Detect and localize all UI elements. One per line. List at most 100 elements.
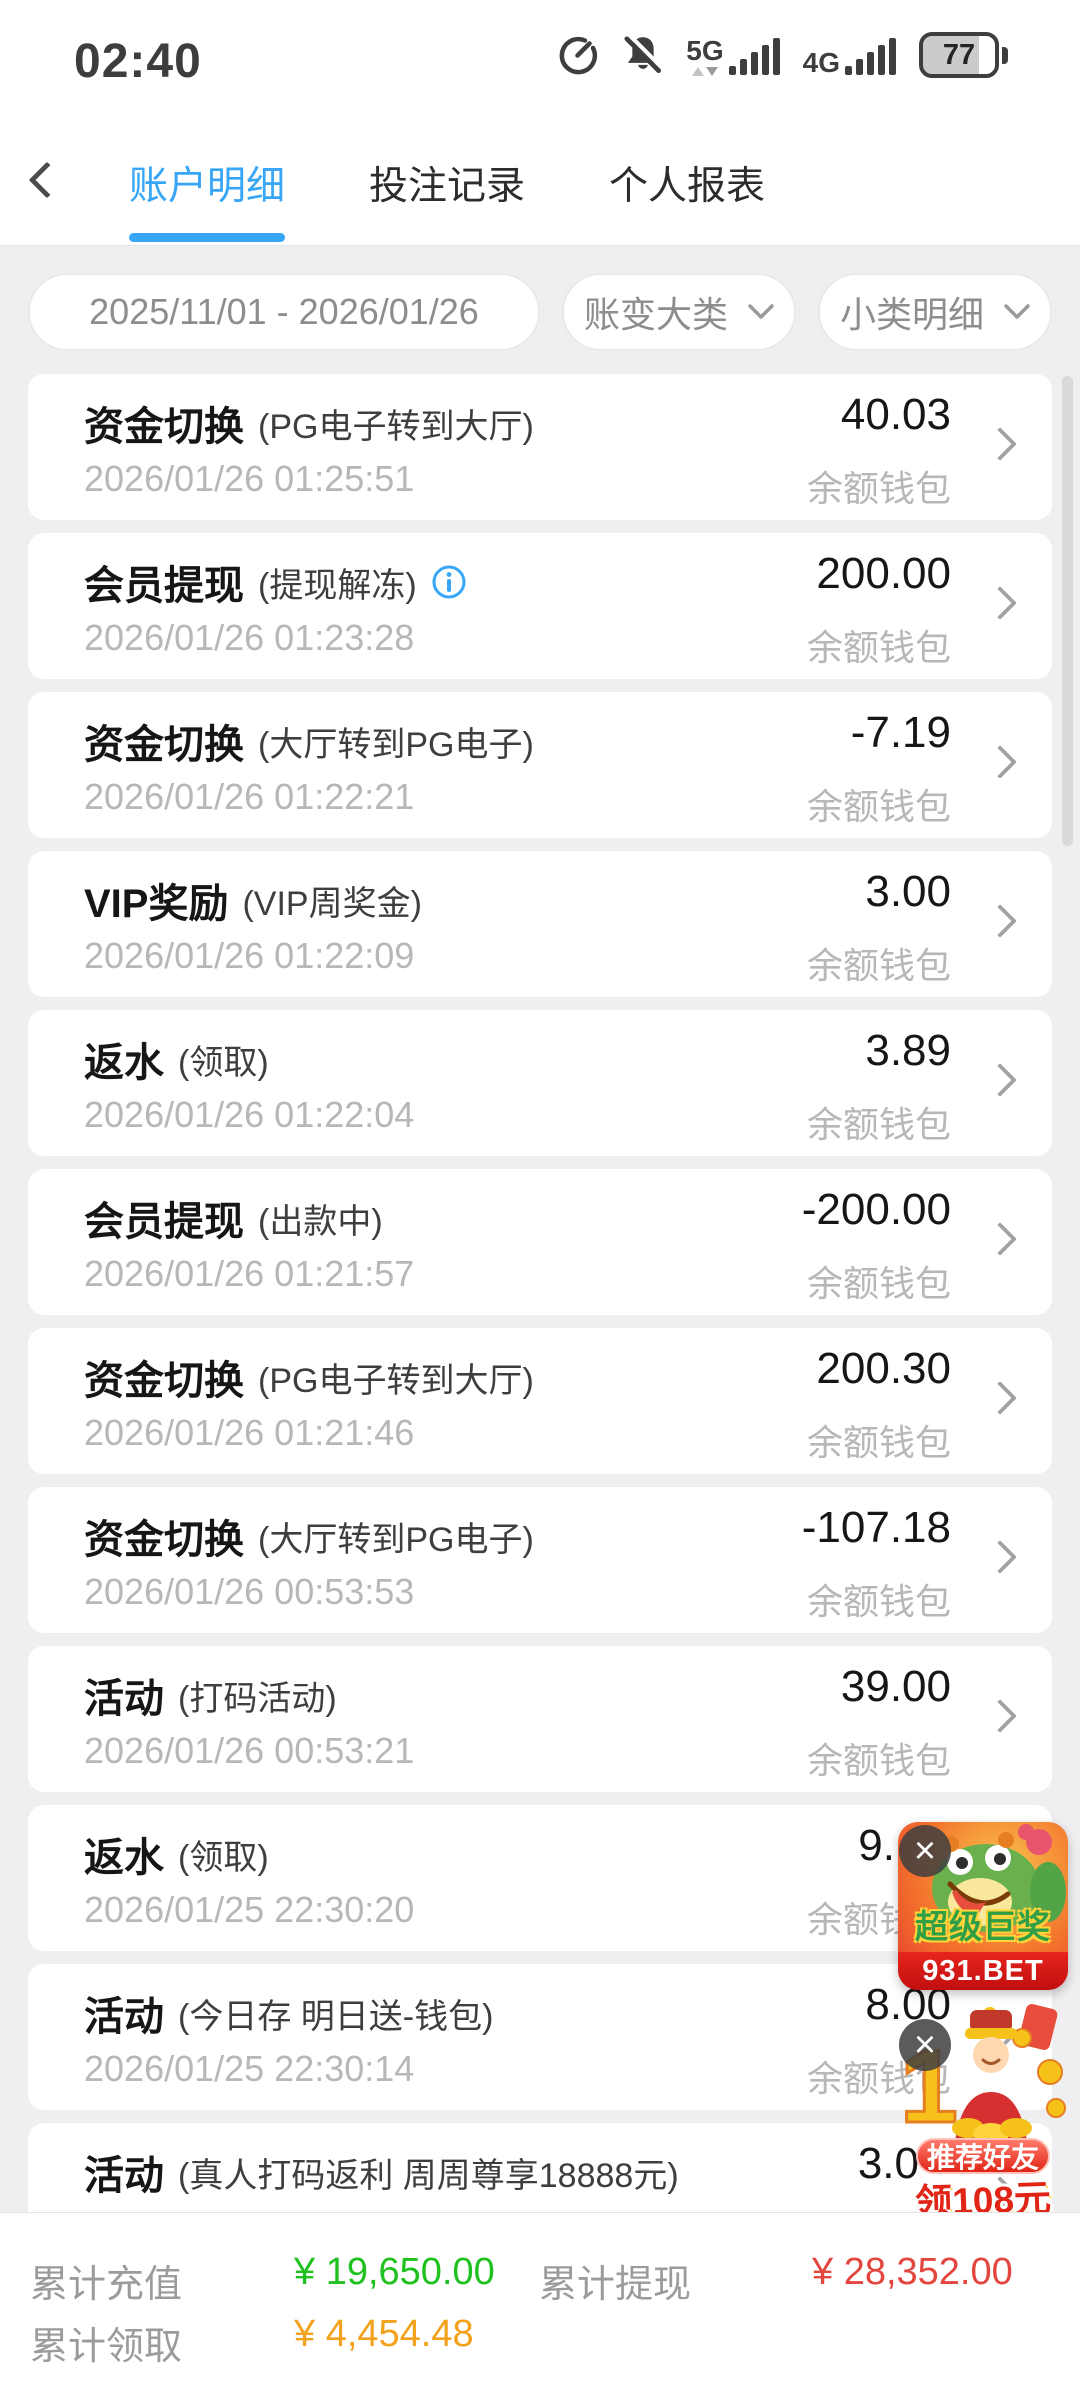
battery-icon: 77 [919, 32, 1008, 78]
transaction-list: 资金切换 (PG电子转到大厅) 2026/01/26 01:25:51 40.03 余额… [28, 374, 1052, 2269]
transaction-title-line: 活动 (真人打码返利 周周尊享18888元) [84, 2143, 679, 2201]
transaction-wallet: 余额钱包 [806, 1422, 951, 1463]
transaction-row[interactable]: 活动 (打码活动) 2026/01/26 00:53:21 39.00 余额钱包 [28, 1646, 1052, 1792]
transaction-title-line: 返水 (领取) [84, 1030, 269, 1088]
chevron-right-icon [983, 1540, 1017, 1574]
ad1-close-button[interactable]: × [899, 1825, 951, 1877]
transaction-title-line: 资金切换 (PG电子转到大厅) [84, 394, 534, 452]
chevron-down-icon [1004, 304, 1030, 319]
transaction-title-line: 返水 (领取) [84, 1825, 269, 1883]
ad-referral-ribbon: 推荐好友 [916, 2138, 1050, 2174]
transaction-type: 活动 [84, 1995, 164, 2039]
tab-bar: 账户明细 投注记录 个人报表 [0, 120, 1080, 246]
transaction-type: 资金切换 [84, 1518, 244, 1562]
transaction-wallet: 余额钱包 [806, 1740, 951, 1781]
transaction-amount: -7.19 [850, 708, 951, 757]
transaction-row[interactable]: 返水 (领取) 2026/01/26 01:22:04 3.89 余额钱包 [28, 1010, 1052, 1156]
transaction-subtitle: (VIP周奖金) [242, 884, 422, 923]
ad-site-banner: 931.BET [898, 1952, 1068, 1990]
category-dropdown[interactable]: 账变大类 [562, 273, 796, 351]
date-range-text: 2025/11/01 - 2026/01/26 [89, 291, 479, 332]
transaction-wallet: 余额钱包 [806, 945, 951, 986]
top-bar: 02:40 5G [0, 0, 1080, 246]
date-range-picker[interactable]: 2025/11/01 - 2026/01/26 [28, 273, 540, 351]
transaction-subtitle: (PG电子转到大厅) [258, 1361, 534, 1400]
chevron-right-icon [983, 904, 1017, 938]
status-icons: 5G 4G [556, 32, 1008, 78]
chevron-right-icon [983, 586, 1017, 620]
chevron-right-icon [983, 427, 1017, 461]
scrollbar-thumb[interactable] [1062, 376, 1073, 846]
transaction-type: 返水 [84, 1041, 164, 1085]
transaction-timestamp: 2026/01/26 00:53:53 [84, 1571, 415, 1612]
transaction-timestamp: 2026/01/26 01:22:21 [84, 776, 415, 817]
transaction-timestamp: 2026/01/26 01:22:04 [84, 1094, 415, 1135]
transaction-row[interactable]: 会员提现 (提现解冻) 2026/01/26 01:23:28 200.00 余额钱包 [28, 533, 1052, 679]
transaction-timestamp: 2026/01/26 01:21:46 [84, 1412, 415, 1453]
transaction-title-line: 会员提现 (出款中) [84, 1189, 383, 1247]
battery-percent: 77 [919, 32, 999, 78]
transaction-row[interactable]: 资金切换 (PG电子转到大厅) 2026/01/26 01:21:46 200.30 余… [28, 1328, 1052, 1474]
transaction-timestamp: 2026/01/25 22:30:14 [84, 2048, 415, 2089]
updown-arrows-icon [691, 67, 718, 77]
total-deposit-label: 累计充值 [30, 2264, 183, 2306]
transaction-subtitle: (PG电子转到大厅) [258, 407, 534, 446]
transaction-wallet: 余额钱包 [806, 1581, 951, 1622]
tab-bet-records[interactable]: 投注记录 [369, 165, 526, 208]
signal-4g-icon: 4G [803, 33, 899, 77]
summary-footer: 累计充值 ¥ 19,650.00 累计提现 ¥ 28,352.00 累计领取 ¥… [0, 2212, 1080, 2388]
info-icon[interactable] [431, 564, 467, 600]
transaction-amount: 3.89 [865, 1026, 951, 1075]
transaction-timestamp: 2026/01/26 01:23:28 [84, 617, 415, 658]
subcategory-dropdown[interactable]: 小类明细 [818, 273, 1052, 351]
transaction-wallet: 余额钱包 [806, 1263, 951, 1304]
dragon-illustration [932, 1824, 1066, 1932]
transaction-row[interactable]: 会员提现 (出款中) 2026/01/26 01:21:57 -200.00 余额钱包 [28, 1169, 1052, 1315]
filter-row: 2025/11/01 - 2026/01/26 账变大类 小类明细 [28, 273, 1052, 351]
transaction-timestamp: 2026/01/26 01:25:51 [84, 458, 415, 499]
transaction-title-line: VIP奖励 (VIP周奖金) [84, 871, 422, 929]
transaction-subtitle: (今日存 明日送-钱包) [178, 1997, 494, 2036]
transaction-row[interactable]: 资金切换 (大厅转到PG电子) 2026/01/26 00:53:53 -107.18… [28, 1487, 1052, 1633]
transaction-type: 会员提现 [84, 564, 244, 608]
transaction-wallet: 余额钱包 [806, 786, 951, 827]
chevron-right-icon [983, 1381, 1017, 1415]
transaction-amount: -107.18 [801, 1503, 951, 1552]
transaction-subtitle: (提现解冻) [258, 566, 417, 605]
transaction-timestamp: 2026/01/26 01:21:57 [84, 1253, 415, 1294]
transaction-subtitle: (大厅转到PG电子) [258, 1520, 534, 1559]
transaction-row[interactable]: VIP奖励 (VIP周奖金) 2026/01/26 01:22:09 3.00 余额钱包 [28, 851, 1052, 997]
ad2-close-button[interactable]: × [899, 2019, 951, 2071]
transaction-title-line: 活动 (今日存 明日送-钱包) [84, 1984, 493, 2042]
transaction-row[interactable]: 资金切换 (大厅转到PG电子) 2026/01/26 01:22:21 -7.19 余额… [28, 692, 1052, 838]
transaction-row[interactable]: 活动 (今日存 明日送-钱包) 2026/01/25 22:30:14 8.00 余额钱… [28, 1964, 1052, 2110]
transaction-row[interactable]: 资金切换 (PG电子转到大厅) 2026/01/26 01:25:51 40.03 余额… [28, 374, 1052, 520]
tab-personal-report[interactable]: 个人报表 [609, 165, 766, 208]
transaction-row[interactable]: 返水 (领取) 2026/01/25 22:30:20 9. 余额钱包 [28, 1805, 1052, 1951]
transaction-type: 会员提现 [84, 1200, 244, 1244]
tab-account-details[interactable]: 账户明细 [129, 120, 286, 246]
transaction-timestamp: 2026/01/25 22:30:20 [84, 1889, 415, 1930]
transaction-type: 返水 [84, 1836, 164, 1880]
transaction-amount: -200.00 [801, 1185, 951, 1234]
transaction-subtitle: (出款中) [258, 1202, 383, 1241]
notifications-off-icon [624, 34, 664, 74]
transaction-title-line: 资金切换 (大厅转到PG电子) [84, 1507, 534, 1565]
total-claimed-value: ¥ 4,454.48 [294, 2313, 474, 2355]
transaction-amount: 3.00 [865, 867, 951, 916]
data-saver-icon [559, 36, 598, 75]
transaction-amount: 39.00 [840, 1662, 951, 1711]
transaction-wallet: 余额钱包 [806, 627, 951, 668]
back-chevron-icon[interactable] [28, 161, 66, 199]
transaction-subtitle: (领取) [178, 1043, 269, 1082]
transaction-subtitle: (真人打码返利 周周尊享18888元) [178, 2156, 679, 2195]
transaction-timestamp: 2026/01/26 00:53:21 [84, 1730, 415, 1771]
transaction-type: 资金切换 [84, 1359, 244, 1403]
chevron-down-icon [748, 304, 774, 319]
transaction-amount: 200.00 [816, 549, 951, 598]
transaction-type: 资金切换 [84, 405, 244, 449]
transaction-type: 资金切换 [84, 723, 244, 767]
transaction-subtitle: (打码活动) [178, 1679, 337, 1718]
transaction-subtitle: (领取) [178, 1838, 269, 1877]
